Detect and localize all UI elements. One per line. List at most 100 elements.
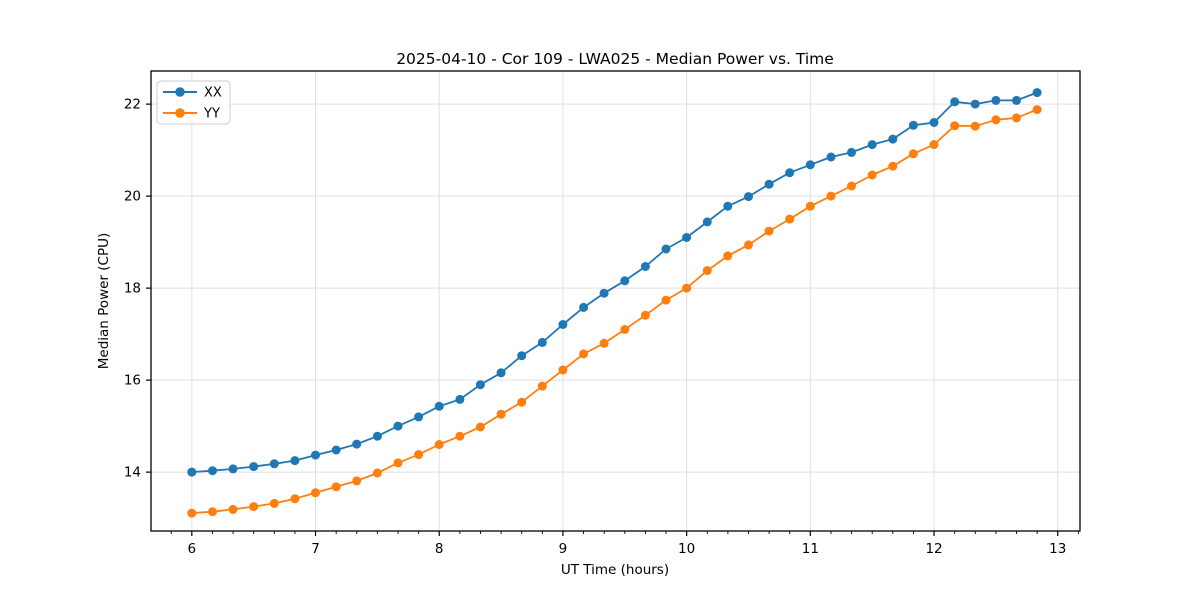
- data-point-yy: [290, 494, 300, 504]
- legend-marker-yy-icon: [175, 108, 185, 118]
- data-point-yy: [537, 381, 547, 391]
- y-tick-label: 14: [124, 465, 141, 481]
- data-point-xx: [372, 431, 382, 441]
- data-point-yy: [620, 325, 630, 334]
- data-point-yy: [517, 397, 527, 407]
- data-point-xx: [434, 401, 444, 411]
- data-point-yy: [970, 121, 980, 131]
- y-tick-label: 20: [124, 189, 141, 205]
- data-point-xx: [764, 179, 774, 189]
- x-tick-label: 13: [1049, 541, 1066, 557]
- data-point-yy: [228, 504, 238, 514]
- x-axis-label: UT Time (hours): [561, 562, 669, 578]
- data-point-xx: [702, 217, 712, 227]
- x-tick-label: 9: [559, 541, 568, 557]
- data-point-xx: [908, 120, 918, 130]
- data-point-xx: [599, 288, 609, 298]
- data-point-yy: [414, 450, 424, 460]
- data-point-yy: [805, 201, 815, 211]
- data-point-xx: [475, 380, 485, 390]
- data-point-yy: [393, 458, 403, 468]
- data-point-yy: [455, 431, 465, 441]
- y-axis-label: Median Power (CPU): [96, 233, 112, 369]
- data-point-yy: [187, 508, 197, 518]
- data-point-yy: [702, 266, 712, 276]
- data-point-xx: [744, 192, 753, 202]
- data-point-yy: [434, 440, 444, 449]
- data-point-xx: [620, 276, 630, 286]
- data-point-yy: [1032, 105, 1042, 115]
- data-point-xx: [517, 351, 527, 361]
- x-tick-label: 8: [435, 541, 444, 557]
- data-point-yy: [352, 476, 362, 486]
- data-point-xx: [805, 160, 815, 170]
- data-point-xx: [352, 439, 362, 449]
- data-point-yy: [929, 140, 939, 150]
- data-point-xx: [929, 118, 939, 127]
- data-point-yy: [372, 468, 382, 478]
- data-point-xx: [785, 168, 795, 178]
- data-point-xx: [950, 97, 960, 107]
- data-point-yy: [826, 191, 836, 201]
- data-point-xx: [331, 445, 341, 455]
- data-point-xx: [888, 134, 898, 144]
- axis-ticks: [146, 103, 1079, 536]
- legend-marker-xx-icon: [175, 87, 185, 97]
- data-point-xx: [455, 394, 465, 404]
- legend: XX YY: [156, 80, 231, 125]
- series-xx: [187, 88, 1042, 477]
- data-point-yy: [208, 507, 217, 517]
- data-point-yy: [1012, 113, 1021, 123]
- data-point-xx: [393, 421, 403, 431]
- data-point-yy: [764, 226, 774, 236]
- data-point-yy: [496, 409, 506, 419]
- data-point-yy: [744, 240, 753, 250]
- data-point-yy: [331, 482, 341, 492]
- data-point-yy: [991, 115, 1001, 125]
- y-tick-label: 16: [124, 373, 141, 389]
- x-tick-label: 11: [802, 541, 819, 557]
- data-point-xx: [414, 412, 424, 422]
- x-tick-label: 10: [678, 541, 695, 557]
- x-tick-label: 12: [925, 541, 942, 557]
- data-point-xx: [661, 244, 671, 254]
- data-point-xx: [249, 462, 259, 472]
- y-tick-label: 22: [124, 97, 141, 113]
- chart-title: 2025-04-10 - Cor 109 - LWA025 - Median P…: [396, 50, 834, 68]
- data-point-yy: [847, 181, 856, 191]
- data-point-xx: [558, 320, 568, 329]
- data-point-xx: [1012, 95, 1021, 105]
- data-point-yy: [723, 251, 733, 261]
- grid-lines: [151, 71, 1080, 531]
- data-point-yy: [908, 149, 918, 159]
- legend-label-yy: YY: [203, 107, 220, 122]
- data-point-yy: [475, 422, 485, 432]
- data-point-yy: [682, 283, 692, 293]
- data-point-xx: [847, 147, 856, 157]
- data-point-yy: [249, 502, 259, 512]
- data-point-yy: [558, 365, 568, 375]
- data-point-xx: [723, 201, 733, 211]
- series-yy: [187, 105, 1042, 518]
- data-point-xx: [640, 262, 650, 271]
- data-point-xx: [208, 466, 217, 476]
- legend-item-xx: XX: [163, 86, 222, 101]
- data-point-yy: [311, 488, 320, 498]
- data-point-xx: [269, 459, 279, 469]
- data-point-yy: [888, 161, 898, 171]
- x-tick-label: 6: [188, 541, 197, 557]
- data-point-xx: [1032, 88, 1042, 98]
- data-point-yy: [950, 121, 960, 131]
- data-point-xx: [970, 99, 980, 109]
- data-point-yy: [785, 214, 795, 224]
- legend-item-yy: YY: [163, 107, 220, 122]
- data-point-yy: [269, 498, 279, 508]
- data-point-xx: [228, 464, 238, 474]
- data-point-yy: [867, 170, 877, 180]
- axis-tick-labels: 6 7 8 9 10 11 12 13 14 16 18 20 22: [124, 97, 1067, 557]
- data-point-yy: [599, 338, 609, 348]
- data-point-xx: [311, 450, 320, 460]
- data-point-yy: [640, 310, 650, 320]
